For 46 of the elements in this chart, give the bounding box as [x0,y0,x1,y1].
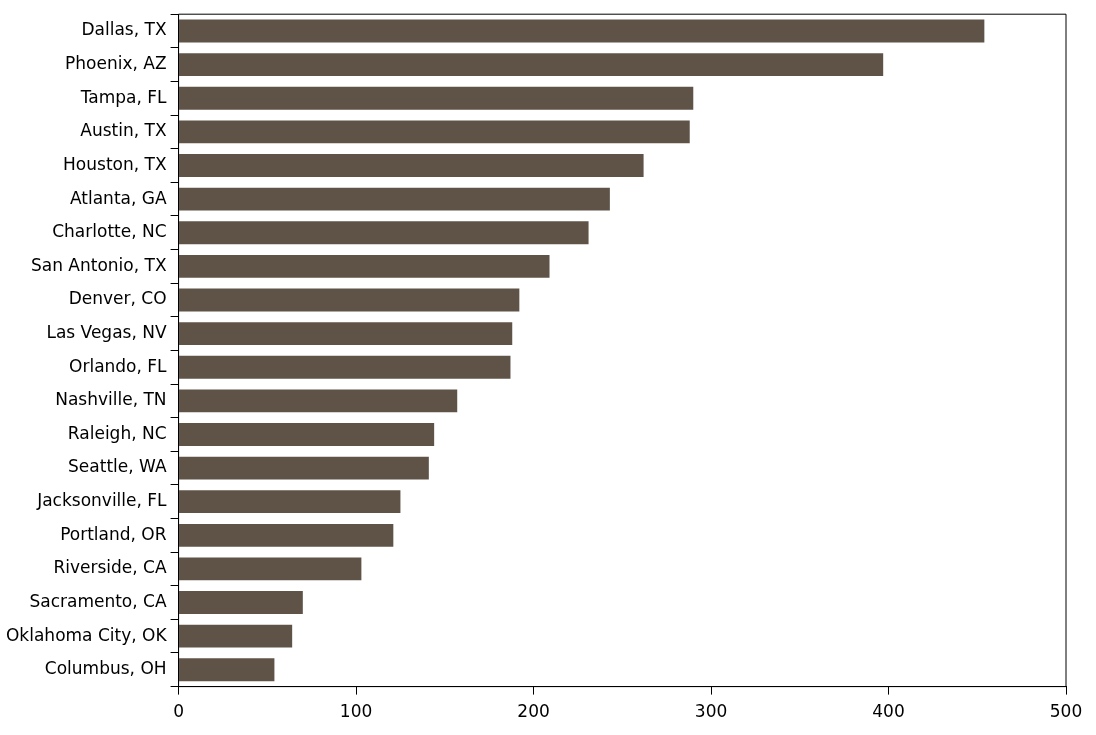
y-tick-label: Oklahoma City, OK [5,624,168,645]
y-tick-label: Las Vegas, NV [46,322,167,343]
y-tick-label: Orlando, FL [69,355,168,376]
bar [179,389,458,413]
y-tick-label: Sacramento, CA [29,590,167,611]
x-tick-label: 100 [339,701,373,722]
bar [179,53,884,77]
x-tick-label: 400 [872,701,905,722]
bar [179,254,550,278]
bar [179,221,589,245]
bar [179,523,394,547]
x-tick-label: 300 [694,701,728,722]
y-tick-label: Nashville, TN [55,389,167,410]
y-tick-label: Houston, TX [63,153,167,174]
y-tick-label: Jacksonville, FL [36,490,168,511]
y-tick-label: Denver, CO [68,288,167,309]
x-tick-label: 500 [1049,701,1083,722]
y-tick-label: Dallas, TX [81,19,167,40]
y-tick-label: Raleigh, NC [67,422,167,443]
y-tick-label: Charlotte, NC [52,221,167,242]
bar [179,355,511,379]
y-tick-label: Riverside, CA [53,557,167,578]
y-tick-label: Seattle, WA [68,456,167,477]
y-tick-label: Phoenix, AZ [65,53,167,74]
bar [179,624,293,648]
bar [179,288,520,312]
y-tick-label: Portland, OR [60,523,167,544]
bar [179,86,694,110]
bar [179,591,303,614]
bar [179,423,435,446]
y-tick-label: Columbus, OH [44,658,167,679]
bar [179,322,513,346]
y-tick-label: San Antonio, TX [30,254,167,275]
bar [179,490,401,514]
x-tick-label: 0 [173,701,184,722]
y-tick-label: Atlanta, GA [69,187,167,208]
bar [179,456,429,480]
x-tick-label: 200 [517,701,550,722]
y-tick-label: Austin, TX [80,120,167,141]
bar [179,658,275,682]
bar [179,154,644,177]
bar [179,187,610,211]
y-tick-label: Tampa, FL [79,86,168,107]
bar [179,120,690,144]
bar [179,19,985,43]
bar [179,557,362,581]
